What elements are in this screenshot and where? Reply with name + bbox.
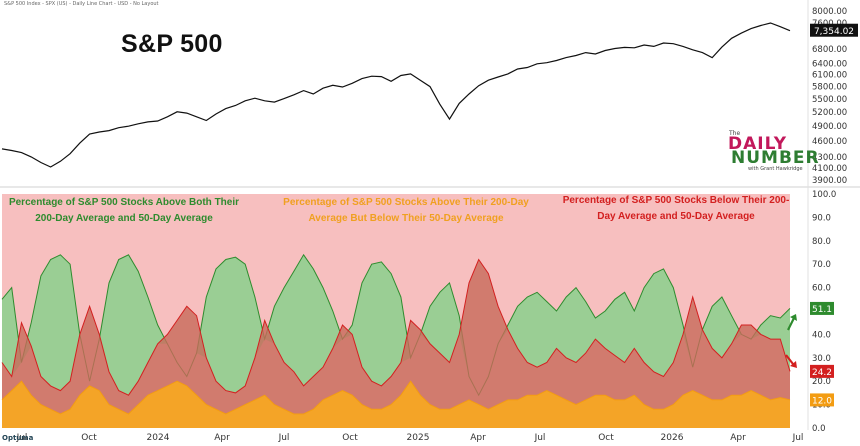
below-both-line [1,258,791,396]
below-both-area [2,259,790,428]
price-tick-label: 6800.00 [812,45,847,55]
logo-number: NUMBER [731,148,820,168]
price-tick-label: 3900.00 [812,176,847,186]
x-tick-label: Apr [730,433,746,443]
x-tick-label: Oct [81,433,97,443]
x-tick-label: Apr [214,433,230,443]
chart-header-text: S&P 500 Index - SPX (US) - Daily Line Ch… [4,1,159,7]
percent-tick-label: 100.0 [812,190,836,200]
last-value-badge-green [810,301,834,315]
last-price-label: 7,354.02 [814,27,854,37]
above-both-area [2,254,790,396]
breadth-panel [1,194,791,428]
percent-tick-label: 90.0 [812,213,831,223]
arrow-down-icon [785,354,794,365]
last-value-label-red: 24.2 [812,368,832,378]
x-tick-label: Apr [470,433,486,443]
above200-below50-line [1,380,791,415]
price-tick-label: 4900.00 [812,122,847,132]
price-tick-label: 6100.00 [812,71,847,81]
price-tick-label: 4300.00 [812,153,847,163]
percent-y-axis: 100.090.080.070.060.050.040.030.020.010.… [810,190,836,434]
arrow-up-head-icon [790,314,797,321]
brand-logo: Optuma [2,434,34,442]
chart-title: S&P 500 [121,30,223,58]
above200-below50-area [2,381,790,428]
last-value-badge-orange [810,393,834,407]
price-panel [1,22,791,168]
percent-tick-label: 40.0 [812,330,831,340]
x-tick-label: Jul [534,433,546,443]
percent-tick-label: 80.0 [812,237,831,247]
logo-byline: with Grant Hawkridge [748,166,803,172]
percent-tick-label: 20.0 [812,377,831,387]
arrow-up-icon [787,317,795,331]
price-tick-label: 5800.00 [812,83,847,93]
price-tick-label: 5200.00 [812,108,847,118]
percent-tick-label: 60.0 [812,284,831,294]
x-tick-label: Jul [16,433,28,443]
x-tick-label: Jul [278,433,290,443]
above-both-line [1,253,791,397]
x-tick-label: Oct [342,433,358,443]
x-axis: Jul Oct 2024 Apr Jul Oct 2025 Apr Jul Oct 2026 Apr J… [16,433,804,443]
annotation-green: Percentage of S&P 500 Stocks Above Both … [8,197,240,224]
x-tick-label: 2026 [661,433,684,443]
percent-tick-label: 0.0 [812,424,826,434]
x-tick-label: 2024 [147,433,170,443]
last-price-badge [810,23,858,37]
arrow-down-head-icon [790,361,797,368]
price-tick-label: 8000.00 [812,7,847,17]
price-y-axis: 8000.007600.007,354.026800.006400.006100… [810,7,858,186]
price-line [1,22,791,168]
logo-daily: DAILY [728,134,788,154]
price-tick-label: 6400.00 [812,59,847,69]
annotation-orange: Percentage of S&P 500 Stocks Above Their… [283,197,529,224]
logo-the: The [729,130,741,137]
x-tick-label: Oct [598,433,614,443]
percent-tick-label: 30.0 [812,354,831,364]
last-value-badge-red [810,364,834,378]
price-tick-label: 4600.00 [812,137,847,147]
last-value-label-green: 51.1 [812,305,832,315]
price-tick-label: 5500.00 [812,95,847,105]
x-tick-label: Jul [792,433,804,443]
percent-tick-label: 70.0 [812,260,831,270]
price-tick-label: 4100.00 [812,164,847,174]
trend-arrows [785,314,797,368]
annotation-red: Percentage of S&P 500 Stocks Below Their… [562,195,790,222]
last-value-label-orange: 12.0 [812,396,832,406]
x-tick-label: 2025 [407,433,430,443]
